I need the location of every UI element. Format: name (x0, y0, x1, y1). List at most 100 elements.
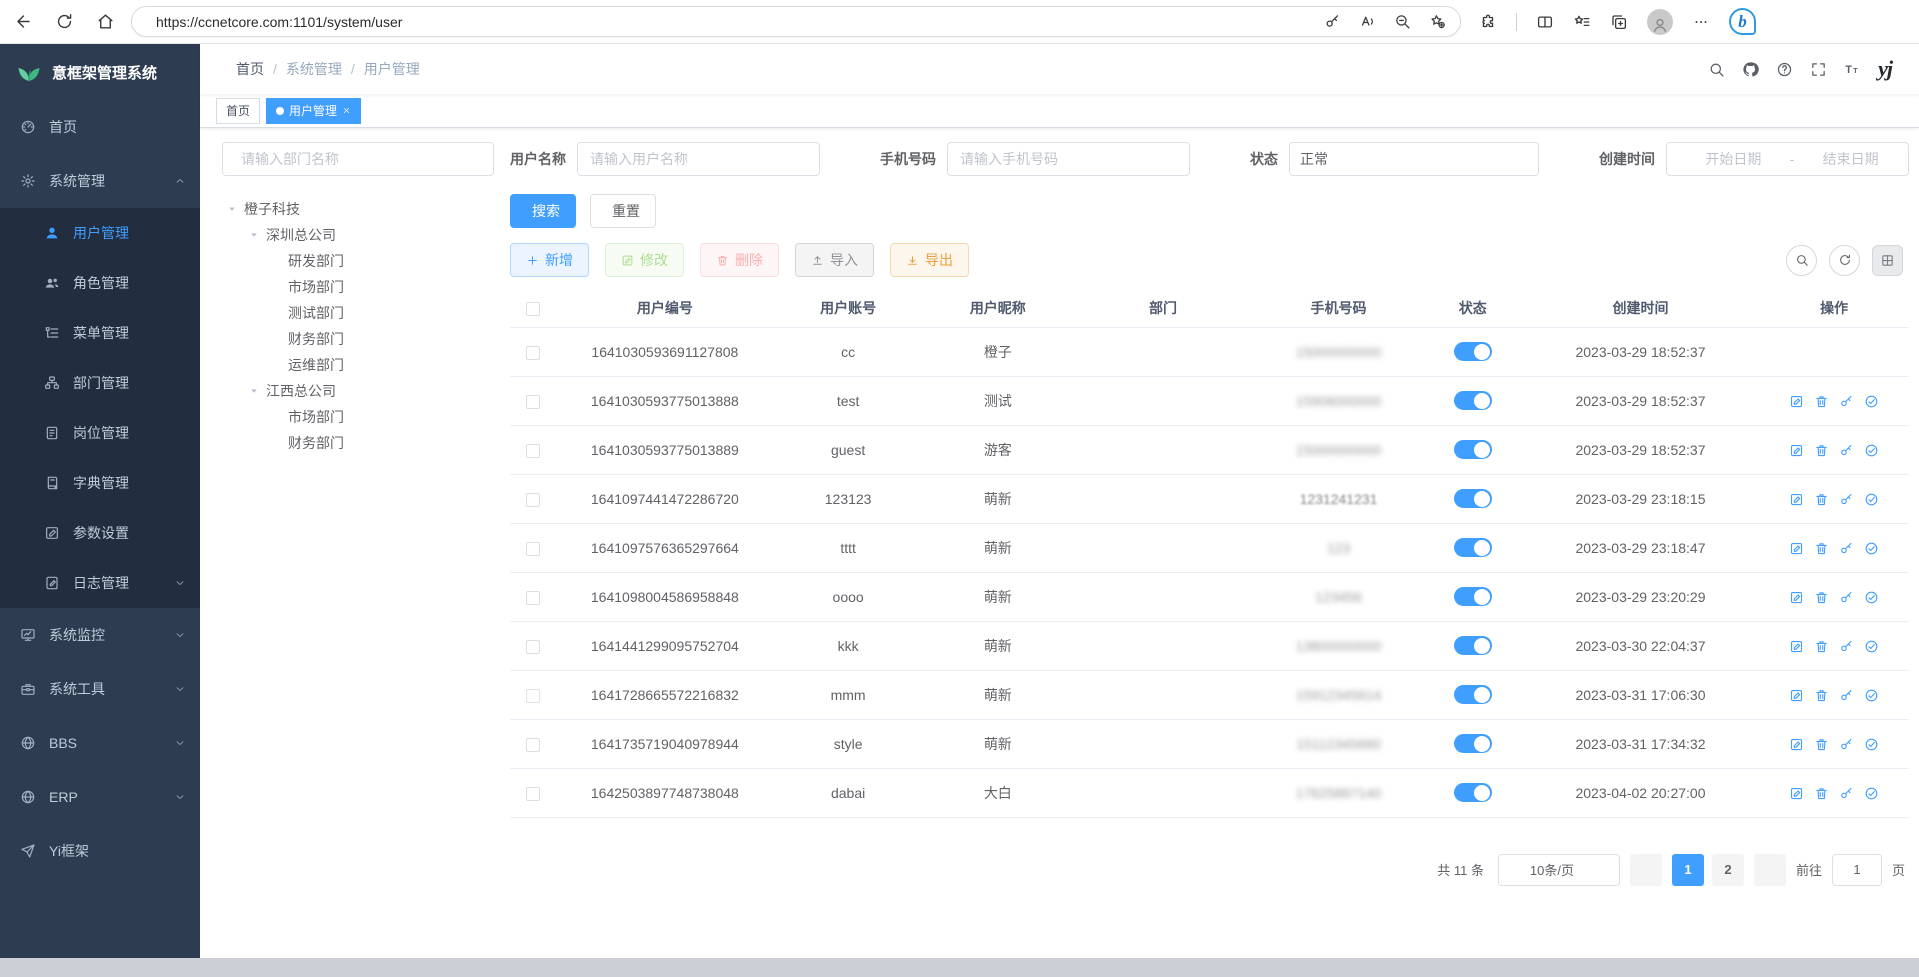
breadcrumb-item[interactable]: 系统管理 (285, 61, 342, 77)
delete-action-icon[interactable] (1814, 394, 1829, 409)
fullscreen-icon[interactable] (1810, 61, 1827, 78)
reset-password-action-icon[interactable] (1839, 541, 1854, 556)
edit-action-icon[interactable] (1789, 394, 1804, 409)
assign-role-action-icon[interactable] (1864, 541, 1879, 556)
edit-action-icon[interactable] (1789, 492, 1804, 507)
row-checkbox[interactable] (526, 737, 541, 752)
reset-password-action-icon[interactable] (1839, 688, 1854, 703)
date-range-picker[interactable]: 开始日期 - 结束日期 (1666, 142, 1909, 176)
breadcrumb-item[interactable]: 用户管理 (363, 61, 420, 77)
sidebar-item-用户管理[interactable]: 用户管理 (0, 208, 200, 258)
status-toggle[interactable] (1453, 587, 1492, 606)
favorite-add-icon[interactable] (1429, 13, 1446, 30)
delete-action-icon[interactable] (1814, 590, 1829, 605)
next-page-button[interactable] (1753, 853, 1786, 886)
reset-password-action-icon[interactable] (1839, 737, 1854, 752)
reset-button[interactable]: 重置 (590, 194, 656, 228)
caret-down-icon[interactable] (226, 203, 244, 215)
删除-button[interactable]: 删除 (700, 243, 779, 277)
sidebar-item-菜单管理[interactable]: 菜单管理 (0, 308, 200, 358)
reset-password-action-icon[interactable] (1839, 639, 1854, 654)
row-checkbox[interactable] (526, 786, 541, 801)
sidebar-item-Yi框架[interactable]: Yi框架 (0, 824, 200, 878)
status-toggle[interactable] (1453, 342, 1492, 361)
refresh-icon[interactable] (55, 12, 74, 31)
tab-用户管理[interactable]: 用户管理 (266, 97, 362, 124)
row-checkbox[interactable] (526, 639, 541, 654)
status-select[interactable]: 正常 (1289, 142, 1539, 176)
delete-action-icon[interactable] (1814, 639, 1829, 654)
delete-action-icon[interactable] (1814, 541, 1829, 556)
delete-action-icon[interactable] (1814, 737, 1829, 752)
goto-page-input[interactable] (1831, 853, 1882, 886)
select-all-checkbox[interactable] (526, 301, 541, 316)
status-toggle[interactable] (1453, 783, 1492, 802)
修改-button[interactable]: 修改 (605, 243, 684, 277)
extensions-icon[interactable] (1479, 13, 1497, 31)
row-checkbox[interactable] (526, 590, 541, 605)
split-screen-icon[interactable] (1536, 13, 1554, 31)
tree-node-橙子科技[interactable]: 橙子科技 (222, 196, 494, 222)
delete-action-icon[interactable] (1814, 786, 1829, 801)
search-icon[interactable] (1708, 61, 1725, 78)
sidebar-item-系统监控[interactable]: 系统监控 (0, 608, 200, 662)
github-icon[interactable] (1742, 61, 1759, 78)
page-size-select[interactable]: 10条/页 (1497, 853, 1620, 886)
导出-button[interactable]: 导出 (890, 243, 969, 277)
tree-node-研发部门[interactable]: 研发部门 (288, 253, 344, 269)
row-checkbox[interactable] (526, 394, 541, 409)
delete-action-icon[interactable] (1814, 492, 1829, 507)
status-toggle[interactable] (1453, 685, 1492, 704)
profile-icon[interactable] (1647, 8, 1673, 35)
edit-action-icon[interactable] (1789, 541, 1804, 556)
edit-action-icon[interactable] (1789, 786, 1804, 801)
row-checkbox[interactable] (526, 492, 541, 507)
assign-role-action-icon[interactable] (1864, 786, 1879, 801)
page-1-button[interactable]: 1 (1671, 853, 1704, 886)
assign-role-action-icon[interactable] (1864, 394, 1879, 409)
sidebar-item-角色管理[interactable]: 角色管理 (0, 258, 200, 308)
row-checkbox[interactable] (526, 345, 541, 360)
edit-action-icon[interactable] (1789, 688, 1804, 703)
status-toggle[interactable] (1453, 734, 1492, 753)
tree-node-深圳总公司[interactable]: 深圳总公司 (222, 222, 494, 248)
status-toggle[interactable] (1453, 489, 1492, 508)
sidebar-item-系统工具[interactable]: 系统工具 (0, 662, 200, 716)
breadcrumb-item[interactable]: 首页 (236, 61, 264, 77)
column-toggle-button[interactable] (1872, 244, 1903, 276)
edit-action-icon[interactable] (1789, 639, 1804, 654)
tree-node-运维部门[interactable]: 运维部门 (288, 357, 344, 373)
reset-password-action-icon[interactable] (1839, 443, 1854, 458)
sidebar-item-BBS[interactable]: BBS (0, 716, 200, 770)
新增-button[interactable]: 新增 (510, 243, 589, 277)
zoom-out-icon[interactable] (1394, 13, 1411, 30)
sidebar-item-参数设置[interactable]: 参数设置 (0, 508, 200, 558)
assign-role-action-icon[interactable] (1864, 590, 1879, 605)
reset-password-action-icon[interactable] (1839, 394, 1854, 409)
back-icon[interactable] (14, 12, 33, 31)
more-icon[interactable] (1692, 13, 1710, 31)
tree-node-市场部门[interactable]: 市场部门 (288, 279, 344, 295)
refresh-button[interactable] (1829, 244, 1860, 276)
sidebar-item-部门管理[interactable]: 部门管理 (0, 358, 200, 408)
caret-down-icon[interactable] (248, 385, 266, 397)
url-text[interactable]: https://ccnetcore.com:1101/system/user (156, 13, 403, 30)
collections-icon[interactable] (1610, 13, 1628, 31)
username-input[interactable] (577, 142, 820, 176)
assign-role-action-icon[interactable] (1864, 688, 1879, 703)
sidebar-item-日志管理[interactable]: 日志管理 (0, 558, 200, 608)
home-icon[interactable] (96, 12, 115, 31)
user-avatar[interactable]: yj (1878, 56, 1893, 81)
assign-role-action-icon[interactable] (1864, 443, 1879, 458)
status-toggle[interactable] (1453, 440, 1492, 459)
edit-action-icon[interactable] (1789, 590, 1804, 605)
search-button[interactable] (1786, 244, 1817, 276)
tab-首页[interactable]: 首页 (216, 97, 261, 124)
read-aloud-icon[interactable] (1359, 13, 1376, 30)
edit-action-icon[interactable] (1789, 443, 1804, 458)
assign-role-action-icon[interactable] (1864, 639, 1879, 654)
favorites-bar-icon[interactable] (1573, 13, 1591, 31)
row-checkbox[interactable] (526, 688, 541, 703)
page-2-button[interactable]: 2 (1711, 853, 1744, 886)
